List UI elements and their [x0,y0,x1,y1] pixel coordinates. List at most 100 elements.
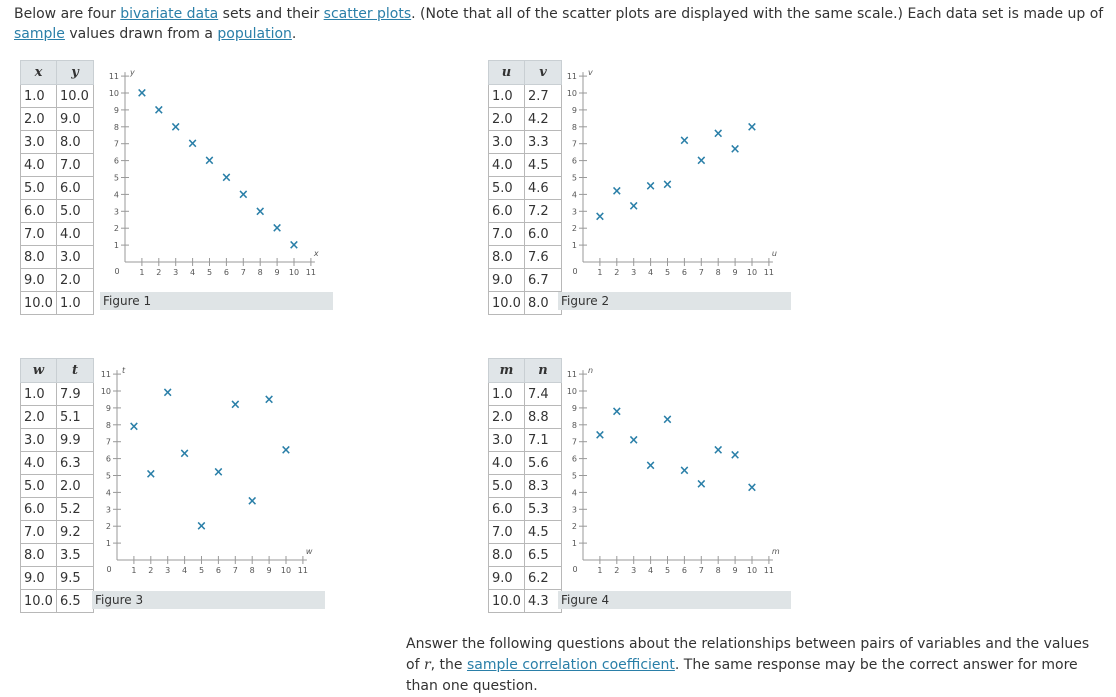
y-tick-label: 6 [572,157,577,166]
data-point: × [153,103,164,118]
y-tick-label: 9 [572,106,577,115]
table-row: 8.0 3.5 [20,543,94,567]
x-tick-label: 7 [699,268,704,277]
table-cell: 4.3 [524,589,562,613]
table-row: 7.0 4.0 [20,222,94,246]
data-point: × [196,519,207,534]
intro-text-part: . (Note that all of the scatter plots ar… [411,6,1104,22]
table-cell: 9.0 [488,566,525,590]
table-header: m [488,358,525,383]
table-cell: 2.0 [20,405,57,429]
x-tick-label: 4 [182,566,187,575]
data-point: × [162,386,173,401]
table-cell: 9.9 [56,428,94,452]
table-cell: 10.0 [488,291,525,315]
sample-link[interactable]: sample [14,26,65,42]
x-tick-label: 9 [733,268,738,277]
x-tick-label: 8 [250,566,255,575]
table-cell: 4.0 [20,451,57,475]
y-tick-label: 10 [567,387,577,396]
x-tick-label: 4 [190,268,195,277]
table-cell: 6.0 [56,176,94,200]
table-row: 6.0 5.2 [20,497,94,521]
table-row: 10.0 8.0 [488,291,562,315]
x-tick-label: 3 [165,566,170,575]
y-tick-label: 2 [114,224,119,233]
data-point: × [747,480,758,495]
correlation-coefficient-link[interactable]: sample correlation coefficient [466,657,675,673]
table-cell: 8.0 [488,245,525,269]
table-cell: 1.0 [56,291,94,315]
intro-text-part: . [291,26,297,42]
table-cell: 3.3 [524,130,562,154]
x-tick-label: 9 [733,566,738,575]
table-cell: 4.5 [524,520,562,544]
y-tick-label: 4 [572,190,577,199]
scatter-plots-link[interactable]: scatter plots [323,6,412,22]
y-tick-label: 4 [572,488,577,497]
table-cell: 3.0 [20,428,57,452]
table-cell: 6.7 [524,268,562,292]
x-tick-label: 10 [281,566,291,575]
table-row: 10.0 4.3 [488,589,562,613]
y-tick-label: 4 [114,190,119,199]
y-tick-label: 8 [114,123,119,132]
x-tick-label: 3 [631,566,636,575]
y-axis-label: y [129,68,135,77]
table-row: 1.0 10.0 [20,84,94,108]
data-point: × [645,179,656,194]
table-row: 5.0 8.3 [488,474,562,498]
x-axis-label: u [772,249,777,258]
x-tick-label: 6 [682,268,687,277]
table-cell: 2.0 [488,405,525,429]
y-tick-label: 3 [572,505,577,514]
data-point: × [230,398,241,413]
table-cell: 2.7 [524,84,562,108]
x-tick-label: 8 [716,268,721,277]
data-point: × [662,413,673,428]
population-link[interactable]: population [217,26,292,42]
table-cell: 10.0 [56,84,94,108]
table-cell: 6.0 [20,199,57,223]
data-point: × [272,221,283,236]
data-table-1: x y 1.0 10.0 2.0 9.0 3.0 8.0 4.0 7.0 5.0 6.0 6.0 5.0 7… [20,60,94,315]
y-tick-label: 3 [106,505,111,514]
y-tick-label: 1 [106,539,111,548]
table-cell: 8.0 [20,245,57,269]
y-axis-label: n [588,366,593,375]
table-cell: 1.0 [488,382,525,406]
intro-text-part: values drawn from a [64,26,218,42]
table-header: v [524,60,562,85]
table-cell: 5.0 [20,474,57,498]
table-cell: 6.0 [20,497,57,521]
table-cell: 4.0 [488,153,525,177]
data-point: × [170,120,181,135]
table-row: 7.0 9.2 [20,520,94,544]
table-header: n [524,358,562,383]
y-tick-label: 11 [567,370,577,379]
x-tick-label: 8 [258,268,263,277]
x-tick-label: 11 [764,566,774,575]
table-cell: 5.0 [488,474,525,498]
table-cell: 7.0 [20,222,57,246]
bivariate-data-link[interactable]: bivariate data [120,6,219,22]
data-point: × [238,187,249,202]
x-tick-label: 7 [233,566,238,575]
table-row: 1.0 2.7 [488,84,562,108]
y-tick-label: 2 [572,224,577,233]
x-tick-label: 10 [747,268,757,277]
x-tick-label: 4 [648,268,653,277]
x-axis-label: m [772,547,780,556]
table-cell: 9.5 [56,566,94,590]
data-point: × [679,463,690,478]
table-cell: 6.2 [524,566,562,590]
data-table-4: m n 1.0 7.4 2.0 8.8 3.0 7.1 4.0 5.6 5.0 8.3 6.0 5.3 7.… [488,358,562,613]
table-cell: 7.2 [524,199,562,223]
table-cell: 1.0 [20,382,57,406]
y-tick-label: 9 [114,106,119,115]
table-cell: 4.5 [524,153,562,177]
origin-label: 0 [572,565,577,574]
origin-label: 0 [572,267,577,276]
